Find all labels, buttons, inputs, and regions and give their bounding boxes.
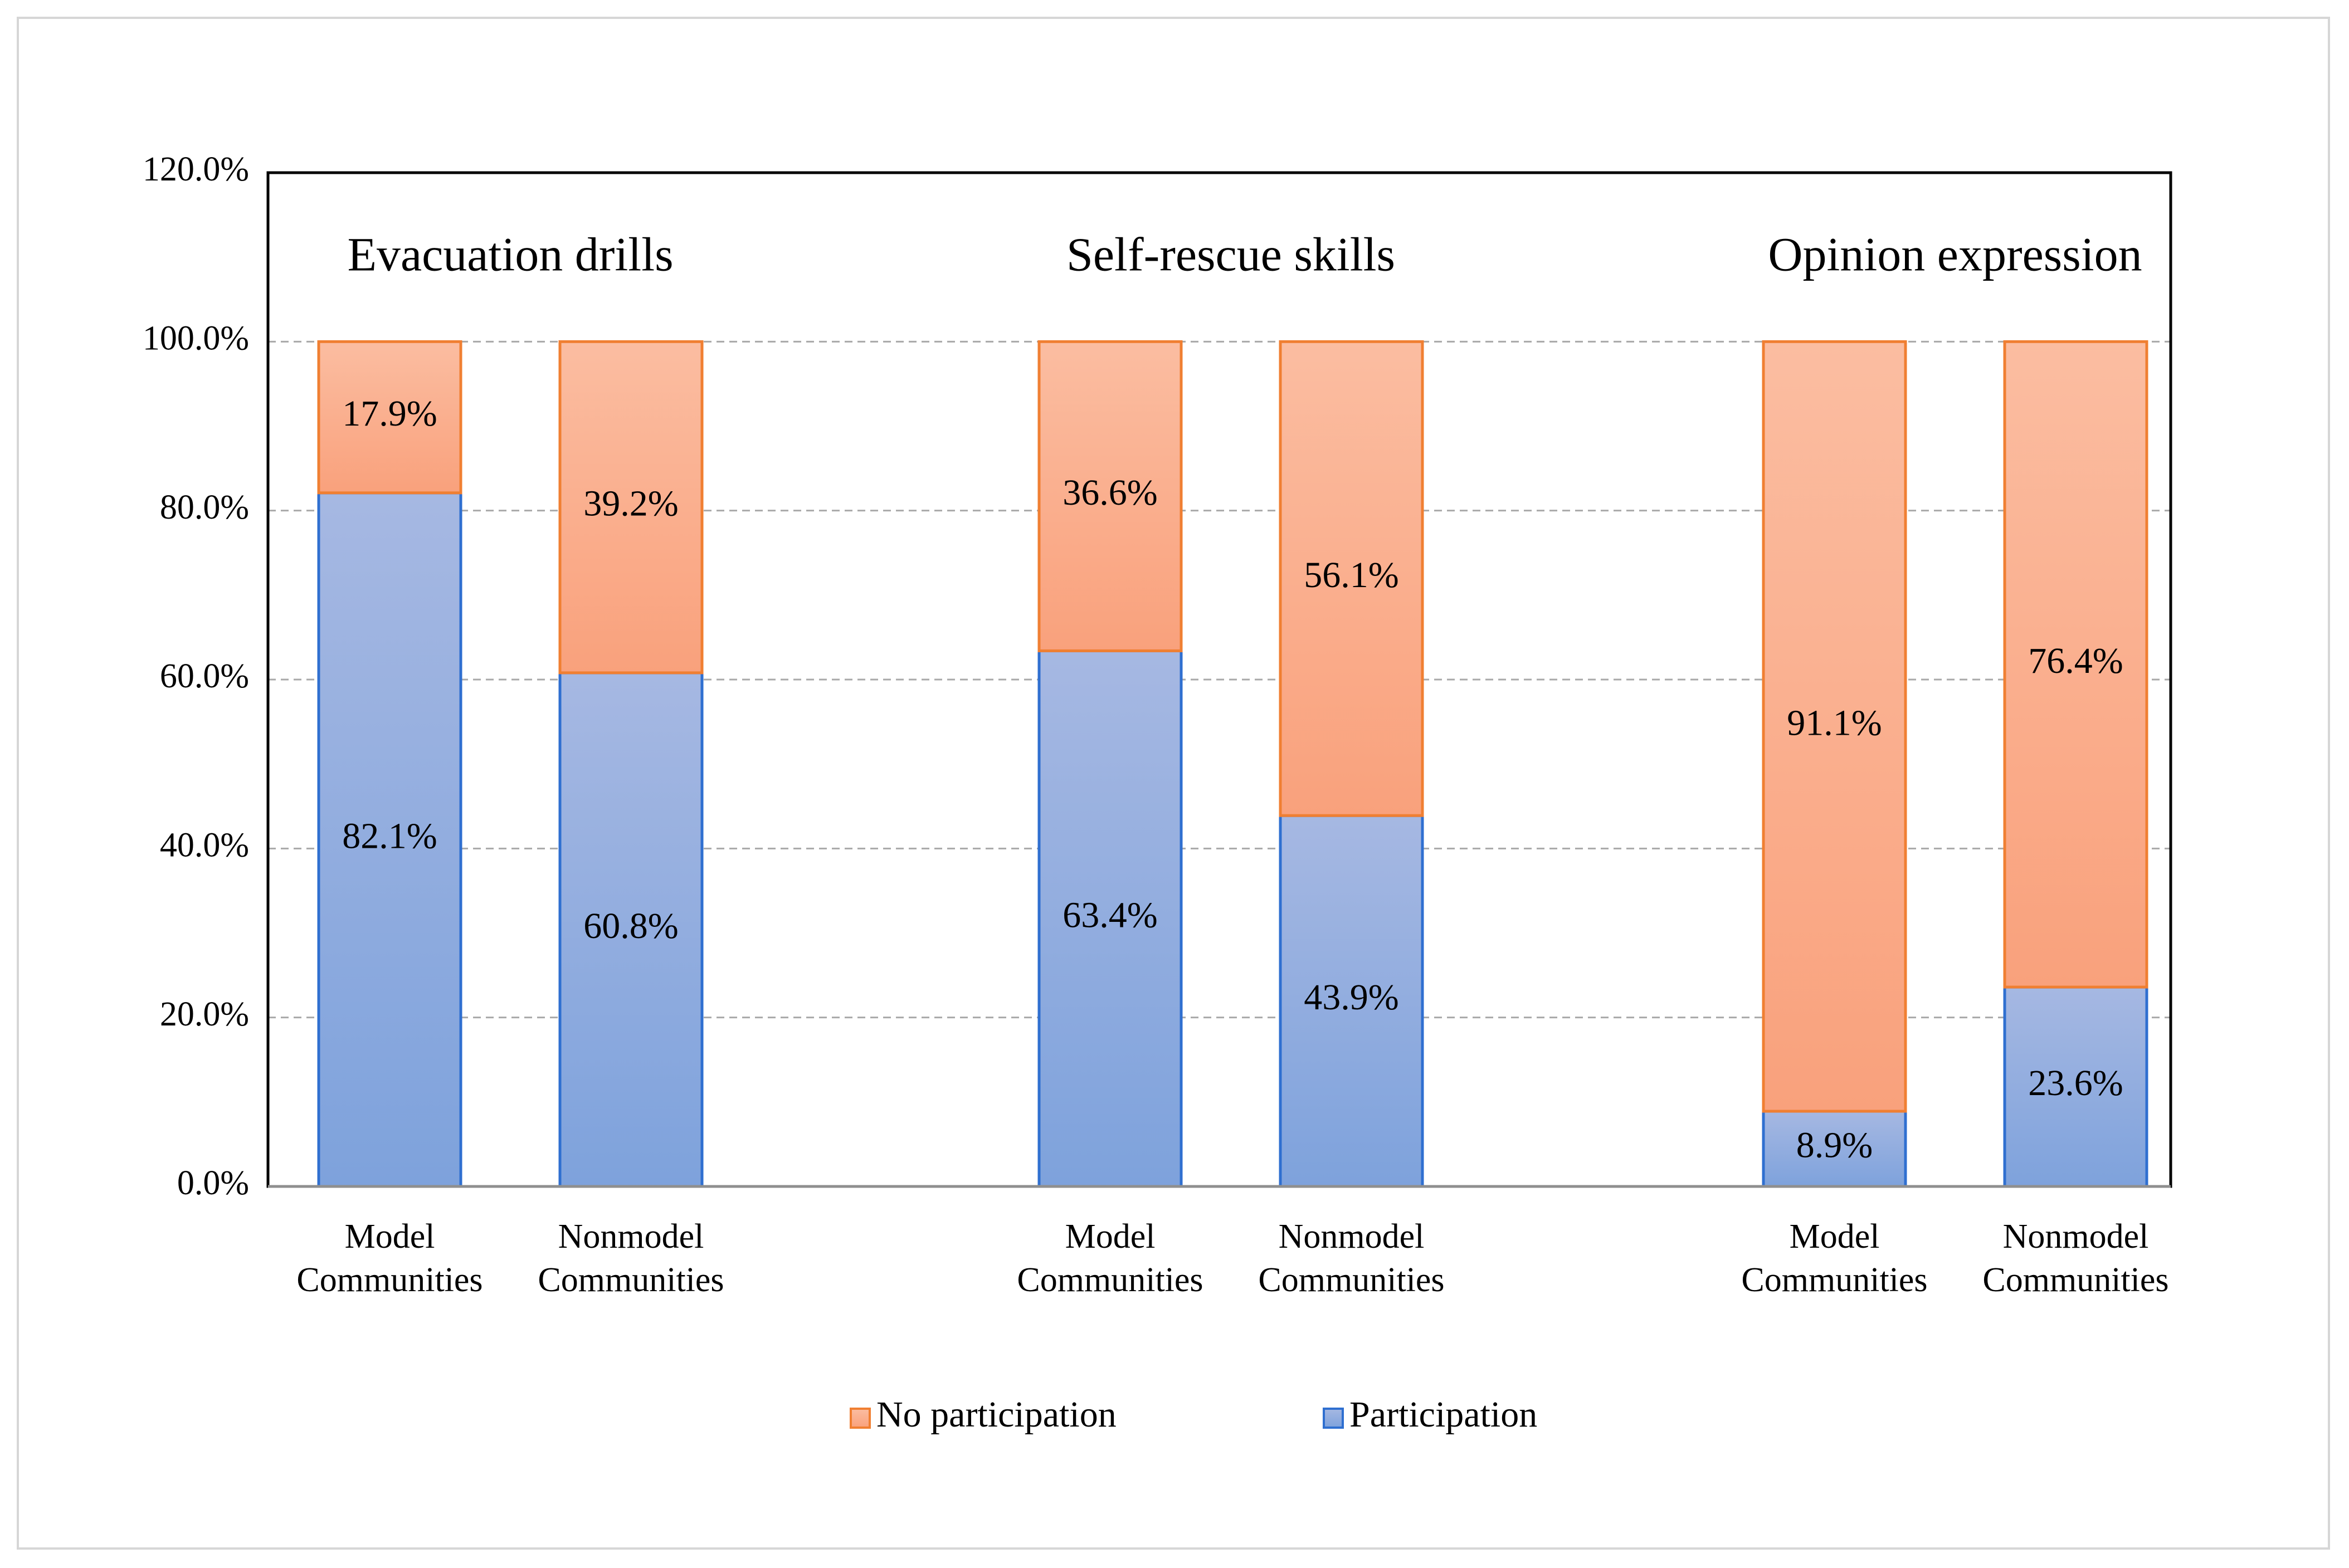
category-label: Communities xyxy=(1982,1261,2168,1299)
data-label: 8.9% xyxy=(1796,1125,1873,1166)
category-label: Model xyxy=(1065,1218,1156,1256)
legend-label: Participation xyxy=(1349,1394,1537,1435)
category-label: Model xyxy=(1790,1218,1880,1256)
data-label: 23.6% xyxy=(2028,1063,2123,1103)
data-label: 43.9% xyxy=(1304,977,1398,1018)
bar-participation xyxy=(1279,814,1424,1188)
stacked-bar-chart: 0.0% 20.0% 40.0% 60.0% 80.0% 100.0% 120.0% Evac… xyxy=(143,150,2172,1435)
bar-no-participation xyxy=(2003,340,2148,989)
chart-frame: 0.0% 20.0% 40.0% 60.0% 80.0% 100.0% 120.0% Evac… xyxy=(17,17,2330,1550)
data-label: 91.1% xyxy=(1787,702,1882,743)
data-label: 39.2% xyxy=(583,483,678,524)
category-label: Communities xyxy=(1741,1261,1927,1299)
bar-participation xyxy=(317,491,462,1188)
bar-participation xyxy=(558,671,704,1188)
y-tick-label: 60.0% xyxy=(160,657,249,695)
group-title: Evacuation drills xyxy=(347,228,673,281)
data-label: 56.1% xyxy=(1304,555,1398,595)
bar-no-participation xyxy=(317,340,462,495)
category-label: Nonmodel xyxy=(1279,1218,1425,1256)
legend-swatch xyxy=(850,1408,871,1429)
category-label: Communities xyxy=(1017,1261,1203,1299)
gridlines xyxy=(268,340,2171,1019)
bar-no-participation xyxy=(558,340,704,675)
data-label: 36.6% xyxy=(1063,472,1157,513)
data-label: 63.4% xyxy=(1063,895,1157,935)
group-title: Self-rescue skills xyxy=(1066,228,1395,281)
category-label: Nonmodel xyxy=(2003,1218,2149,1256)
y-tick-label: 100.0% xyxy=(143,320,249,358)
category-label: Nonmodel xyxy=(558,1218,704,1256)
category-label: Communities xyxy=(538,1261,724,1299)
category-label: Communities xyxy=(1258,1261,1444,1299)
y-tick-label: 0.0% xyxy=(177,1164,249,1202)
y-tick-label: 20.0% xyxy=(160,995,249,1033)
bar-no-participation xyxy=(1279,340,1424,817)
data-label: 82.1% xyxy=(342,816,437,857)
data-label: 76.4% xyxy=(2028,641,2123,681)
legend-label: No participation xyxy=(876,1394,1117,1435)
bar-participation xyxy=(2003,985,2148,1188)
bar-participation xyxy=(1762,1110,1907,1188)
category-label: Model xyxy=(345,1218,435,1256)
bars xyxy=(317,340,2148,1188)
data-label: 60.8% xyxy=(583,906,678,946)
labels: 0.0% 20.0% 40.0% 60.0% 80.0% 100.0% 120.0% Evac… xyxy=(143,150,2169,1299)
y-tick-label: 40.0% xyxy=(160,827,249,864)
bar-no-participation xyxy=(1762,340,1907,1113)
category-label: Communities xyxy=(296,1261,483,1299)
axes xyxy=(266,171,2172,1188)
data-label: 17.9% xyxy=(342,393,437,434)
legend: No participation Participation xyxy=(850,1394,1537,1435)
group-title: Opinion expression xyxy=(1768,228,2142,281)
y-tick-label: 120.0% xyxy=(143,150,249,188)
legend-swatch xyxy=(1323,1408,1344,1429)
bar-no-participation xyxy=(1037,340,1183,652)
y-tick-label: 80.0% xyxy=(160,489,249,526)
